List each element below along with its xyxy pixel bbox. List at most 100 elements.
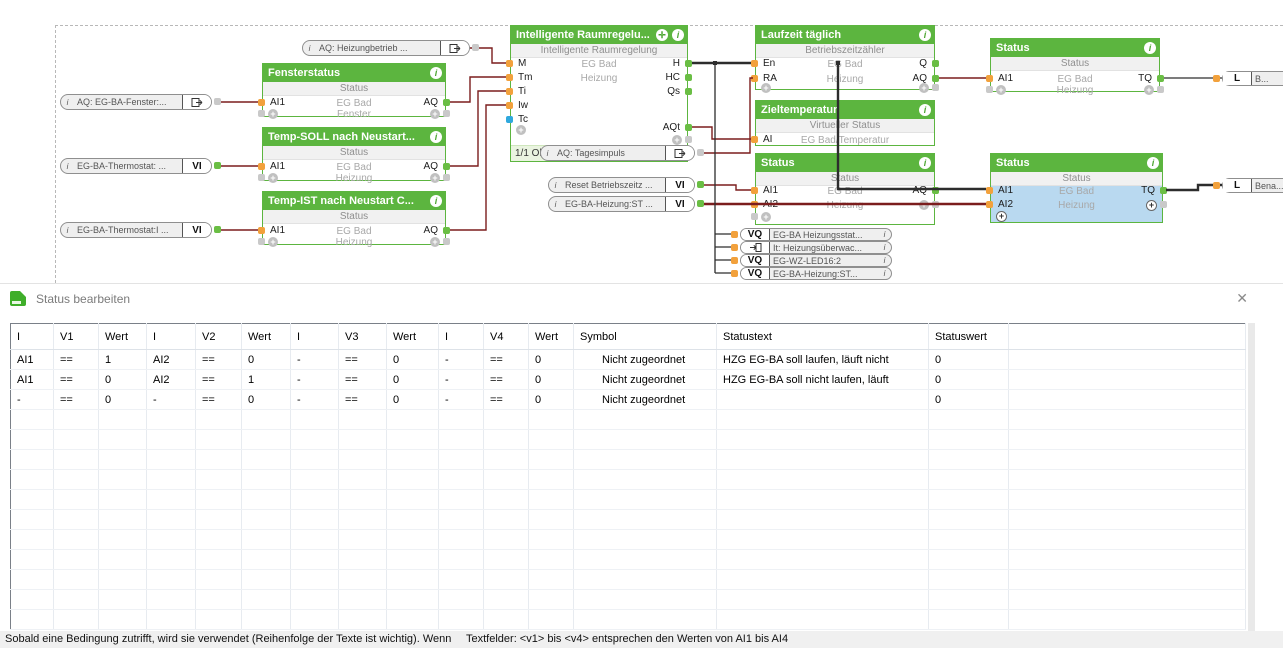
table-cell[interactable] bbox=[438, 549, 484, 570]
connector[interactable] bbox=[214, 226, 221, 233]
table-cell[interactable] bbox=[146, 589, 196, 610]
info-icon[interactable]: i bbox=[430, 131, 442, 143]
add-connector-button[interactable]: + bbox=[430, 109, 440, 119]
table-cell[interactable] bbox=[528, 409, 574, 430]
info-icon[interactable]: i bbox=[66, 225, 69, 235]
connector[interactable] bbox=[697, 200, 704, 207]
table-cell[interactable] bbox=[716, 509, 929, 530]
table-cell[interactable]: 0 bbox=[241, 349, 291, 370]
table-cell[interactable] bbox=[10, 529, 54, 550]
status-table[interactable]: I V1 Wert I V2 Wert I V3 Wert I V4 Wert Symbol Status… bbox=[10, 323, 1246, 630]
connector[interactable] bbox=[1213, 181, 1220, 189]
ref-pill-vq-eg-wz-led[interactable]: VQ EG-WZ-LED16:2 i bbox=[731, 254, 892, 267]
add-connector-button[interactable]: + bbox=[996, 211, 1007, 222]
ai1-connector[interactable] bbox=[751, 187, 758, 194]
table-cell[interactable] bbox=[528, 469, 574, 490]
add-connector-button[interactable]: + bbox=[268, 173, 278, 183]
spare-connector[interactable] bbox=[932, 84, 939, 91]
table-cell[interactable] bbox=[528, 509, 574, 530]
function-block-status-oben-rechts[interactable]: Status i Status EG Bad Heizung AI1 TQ + + bbox=[986, 38, 1164, 96]
table-cell[interactable] bbox=[338, 409, 387, 430]
table-cell[interactable]: Nicht zugeordnet bbox=[573, 389, 717, 410]
table-cell[interactable] bbox=[338, 549, 387, 570]
table-cell[interactable] bbox=[716, 389, 929, 410]
table-cell[interactable]: - bbox=[290, 369, 339, 390]
table-cell[interactable] bbox=[386, 529, 439, 550]
add-connector-button[interactable]: + bbox=[919, 83, 929, 93]
table-cell[interactable] bbox=[928, 429, 1009, 450]
table-cell[interactable] bbox=[98, 489, 147, 510]
add-connector-button[interactable]: + bbox=[430, 237, 440, 247]
table-cell[interactable]: == bbox=[483, 389, 529, 410]
table-cell[interactable] bbox=[573, 449, 717, 470]
table-cell[interactable] bbox=[928, 569, 1009, 590]
table-row[interactable] bbox=[10, 429, 1246, 450]
table-cell[interactable] bbox=[438, 569, 484, 590]
table-cell[interactable] bbox=[241, 469, 291, 490]
ti-connector[interactable] bbox=[506, 88, 513, 95]
table-cell[interactable] bbox=[438, 529, 484, 550]
ref-pill-eg-ba-thermostat[interactable]: i EG-BA-Thermostat: ... VI bbox=[60, 158, 221, 174]
add-connector-button[interactable]: + bbox=[430, 173, 440, 183]
table-cell[interactable] bbox=[10, 509, 54, 530]
ai-connector[interactable] bbox=[751, 136, 758, 143]
table-cell[interactable] bbox=[146, 429, 196, 450]
table-cell[interactable]: Nicht zugeordnet bbox=[573, 349, 717, 370]
table-cell[interactable] bbox=[241, 589, 291, 610]
table-cell[interactable] bbox=[146, 509, 196, 530]
table-cell[interactable] bbox=[928, 549, 1009, 570]
aq-connector[interactable] bbox=[932, 75, 939, 82]
add-connector-button[interactable]: + bbox=[1146, 200, 1157, 211]
table-cell[interactable] bbox=[53, 429, 99, 450]
info-icon[interactable]: i bbox=[430, 195, 442, 207]
spare-connector[interactable] bbox=[685, 136, 692, 143]
info-icon[interactable]: i bbox=[919, 157, 931, 169]
table-cell[interactable] bbox=[53, 409, 99, 430]
table-cell[interactable] bbox=[146, 409, 196, 430]
table-cell[interactable] bbox=[241, 449, 291, 470]
table-cell[interactable] bbox=[98, 469, 147, 490]
table-row[interactable] bbox=[10, 549, 1246, 570]
aq-connector[interactable] bbox=[443, 227, 450, 234]
table-cell[interactable] bbox=[1008, 549, 1246, 570]
table-cell[interactable] bbox=[386, 549, 439, 570]
hc-connector[interactable] bbox=[685, 74, 692, 81]
info-icon[interactable]: i bbox=[883, 269, 886, 278]
connector[interactable] bbox=[214, 162, 221, 169]
table-cell[interactable]: == bbox=[338, 349, 387, 370]
table-cell[interactable] bbox=[195, 509, 242, 530]
table-cell[interactable] bbox=[928, 409, 1009, 430]
table-cell[interactable] bbox=[98, 609, 147, 630]
table-cell[interactable]: AI2 bbox=[146, 369, 196, 390]
info-icon[interactable]: i bbox=[883, 243, 886, 252]
table-cell[interactable] bbox=[1008, 489, 1246, 510]
table-cell[interactable]: 0 bbox=[386, 349, 439, 370]
table-cell[interactable] bbox=[716, 429, 929, 450]
table-cell[interactable]: 0 bbox=[928, 389, 1009, 410]
table-cell[interactable]: == bbox=[338, 389, 387, 410]
table-cell[interactable] bbox=[1008, 609, 1246, 630]
table-cell[interactable] bbox=[386, 569, 439, 590]
table-cell[interactable] bbox=[573, 549, 717, 570]
table-cell[interactable] bbox=[483, 529, 529, 550]
table-cell[interactable] bbox=[928, 469, 1009, 490]
h-connector[interactable] bbox=[685, 60, 692, 67]
info-icon[interactable]: i bbox=[883, 230, 886, 239]
table-cell[interactable] bbox=[386, 409, 439, 430]
table-cell[interactable] bbox=[483, 429, 529, 450]
table-cell[interactable] bbox=[1008, 569, 1246, 590]
table-cell[interactable]: HZG EG-BA soll laufen, läuft nicht bbox=[716, 349, 929, 370]
table-cell[interactable] bbox=[195, 589, 242, 610]
table-cell[interactable] bbox=[528, 549, 574, 570]
ai1-connector[interactable] bbox=[258, 163, 265, 170]
table-cell[interactable] bbox=[290, 449, 339, 470]
ref-pill-vq-heizungsstat[interactable]: VQ EG-BA Heizungsstat... i bbox=[731, 228, 892, 241]
table-cell[interactable] bbox=[338, 429, 387, 450]
table-cell[interactable] bbox=[53, 449, 99, 470]
add-connector-button[interactable]: + bbox=[996, 85, 1006, 95]
table-cell[interactable] bbox=[338, 489, 387, 510]
table-cell[interactable] bbox=[195, 469, 242, 490]
table-cell[interactable] bbox=[98, 569, 147, 590]
table-cell[interactable] bbox=[438, 489, 484, 510]
function-block-status-mitte[interactable]: Status i Status EG Bad Heizung AI1 AI2 AQ + + bbox=[751, 153, 939, 225]
